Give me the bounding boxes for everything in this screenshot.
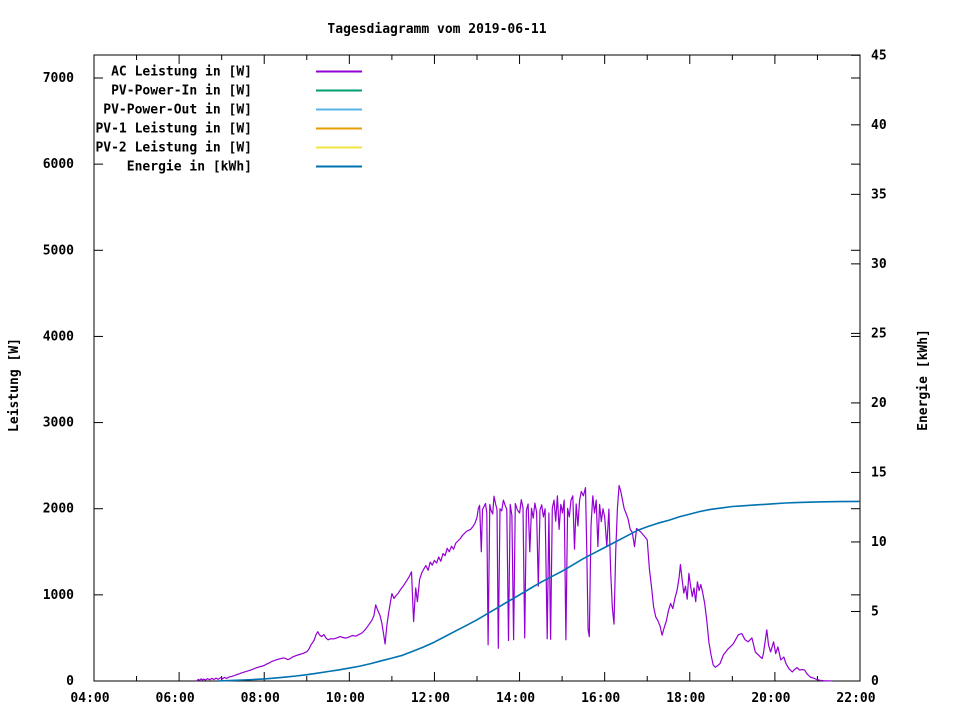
axis-ticks xyxy=(93,54,861,682)
legend-label: Energie in [kWh] xyxy=(127,160,252,175)
y-tick-label: 3000 xyxy=(43,416,74,431)
y2-tick-label: 40 xyxy=(871,118,887,133)
y-tick-label: 0 xyxy=(66,674,74,689)
legend: AC Leistung in [W] PV-Power-In in [W] PV-P… xyxy=(95,65,362,175)
y-tick-label: 1000 xyxy=(43,588,74,603)
y2-tick-label: 5 xyxy=(871,604,879,619)
legend-label: PV-2 Leistung in [W] xyxy=(95,141,252,156)
y-tick-label: 5000 xyxy=(43,243,74,258)
series-line-0 xyxy=(195,484,833,682)
y2-tick-label: 35 xyxy=(871,187,887,202)
x-tick-label: 14:00 xyxy=(496,691,535,706)
y-tick-label: 2000 xyxy=(43,502,74,517)
chart-title: Tagesdiagramm vom 2019-06-11 xyxy=(327,22,546,37)
legend-label: PV-Power-Out in [W] xyxy=(103,103,252,118)
y2-tick-label: 10 xyxy=(871,535,887,550)
x-tick-label: 10:00 xyxy=(326,691,365,706)
y2-tick-label: 25 xyxy=(871,326,887,341)
y-axis-title: Leistung [W] xyxy=(7,338,22,432)
x-tick-label: 12:00 xyxy=(411,691,450,706)
legend-label: PV-Power-In in [W] xyxy=(111,84,252,99)
y2-tick-label: 15 xyxy=(871,465,887,480)
x-tick-label: 18:00 xyxy=(666,691,705,706)
y2-tick-label: 20 xyxy=(871,396,887,411)
y-tick-label: 6000 xyxy=(43,157,74,172)
legend-label: PV-1 Leistung in [W] xyxy=(95,122,252,137)
axis-tick-labels: 04:00 06:00 08:00 10:00 12:00 14:00 16:00 18:00… xyxy=(43,48,887,706)
y2-tick-label: 0 xyxy=(871,674,879,689)
x-tick-label: 06:00 xyxy=(156,691,195,706)
legend-label: AC Leistung in [W] xyxy=(111,65,252,80)
x-tick-label: 20:00 xyxy=(751,691,790,706)
x-tick-label: 22:00 xyxy=(836,691,875,706)
series-lines xyxy=(195,484,861,682)
x-tick-label: 16:00 xyxy=(581,691,620,706)
y-tick-label: 4000 xyxy=(43,329,74,344)
y2-tick-label: 30 xyxy=(871,257,887,272)
x-tick-label: 08:00 xyxy=(241,691,280,706)
y-tick-label: 7000 xyxy=(43,71,74,86)
y2-tick-label: 45 xyxy=(871,48,887,63)
x-tick-label: 04:00 xyxy=(70,691,109,706)
series-line-1 xyxy=(217,500,861,682)
y2-axis-title: Energie [kWh] xyxy=(916,329,931,431)
